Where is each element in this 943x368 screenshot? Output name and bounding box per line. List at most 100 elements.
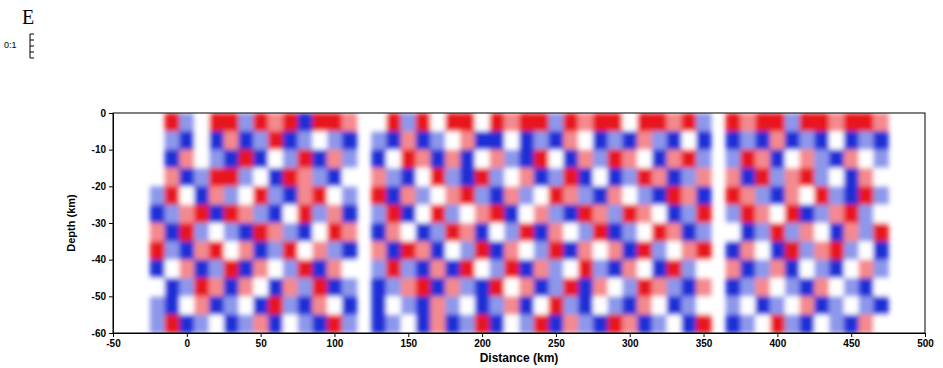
cell [637, 131, 652, 150]
cell [726, 241, 741, 260]
cell [829, 131, 844, 150]
y-tick-mark [109, 150, 113, 151]
cell [844, 241, 859, 260]
cell [873, 186, 888, 205]
cell [401, 168, 416, 187]
cell [371, 278, 386, 297]
cell [696, 315, 711, 333]
cell [224, 241, 239, 260]
scale-tick [30, 46, 34, 47]
cell [652, 186, 667, 205]
x-tick-mark [777, 333, 778, 337]
cell [150, 260, 165, 279]
cell [681, 315, 696, 333]
cell [298, 150, 313, 169]
x-tick: 200 [474, 333, 491, 349]
cell [578, 113, 593, 132]
cell [844, 205, 859, 224]
cell [652, 205, 667, 224]
cell [253, 131, 268, 150]
y-tick-label: -60 [92, 328, 107, 339]
cell [608, 186, 623, 205]
cell [681, 150, 696, 169]
cell [224, 315, 239, 333]
cell [342, 241, 357, 260]
x-tick-mark [482, 333, 483, 337]
cell [312, 131, 327, 150]
cell [696, 205, 711, 224]
cell [327, 241, 342, 260]
cell [873, 131, 888, 150]
cell [681, 186, 696, 205]
cell [519, 296, 534, 315]
cell [681, 278, 696, 297]
cell [504, 168, 519, 187]
cell [696, 186, 711, 205]
cell [534, 150, 549, 169]
cell [298, 113, 313, 132]
cell [489, 296, 504, 315]
cell [224, 113, 239, 132]
cell [770, 186, 785, 205]
x-tick-label: 50 [256, 338, 268, 349]
cell [179, 241, 194, 260]
cell [549, 315, 564, 333]
cell [785, 241, 800, 260]
cell [165, 205, 180, 224]
cell [681, 241, 696, 260]
cell [829, 223, 844, 242]
cell [238, 223, 253, 242]
cell [165, 278, 180, 297]
cell [667, 113, 682, 132]
cell [873, 113, 888, 132]
cell [844, 168, 859, 187]
cell [622, 278, 637, 297]
x-tick-mark [408, 333, 409, 337]
cell [563, 223, 578, 242]
cell [681, 131, 696, 150]
cell [268, 168, 283, 187]
cell [253, 168, 268, 187]
cell [504, 150, 519, 169]
cell [298, 260, 313, 279]
cell [475, 223, 490, 242]
cell [504, 131, 519, 150]
cell [859, 186, 874, 205]
x-tick-label: 500 [917, 338, 934, 349]
cell [253, 296, 268, 315]
cell [726, 168, 741, 187]
cell [873, 168, 888, 187]
cell [150, 315, 165, 333]
cell [430, 278, 445, 297]
cell [593, 205, 608, 224]
cell [401, 113, 416, 132]
cell [637, 113, 652, 132]
cell [342, 150, 357, 169]
cell [667, 241, 682, 260]
cell [342, 113, 357, 132]
cell [785, 296, 800, 315]
cell [283, 296, 298, 315]
x-tick-mark [334, 333, 335, 337]
cell [445, 223, 460, 242]
scale-tick [30, 58, 34, 59]
x-tick-label: -50 [106, 338, 121, 349]
cell [844, 131, 859, 150]
cell [593, 260, 608, 279]
cell [342, 260, 357, 279]
cell [534, 315, 549, 333]
cell [844, 223, 859, 242]
cell [740, 241, 755, 260]
cell [342, 223, 357, 242]
cell [800, 296, 815, 315]
cell [371, 150, 386, 169]
cell [489, 131, 504, 150]
scale-tick [30, 34, 34, 35]
cell [371, 113, 386, 132]
cell [770, 131, 785, 150]
cell [519, 186, 534, 205]
cell [519, 205, 534, 224]
cell [608, 131, 623, 150]
cell [534, 278, 549, 297]
cell [519, 260, 534, 279]
